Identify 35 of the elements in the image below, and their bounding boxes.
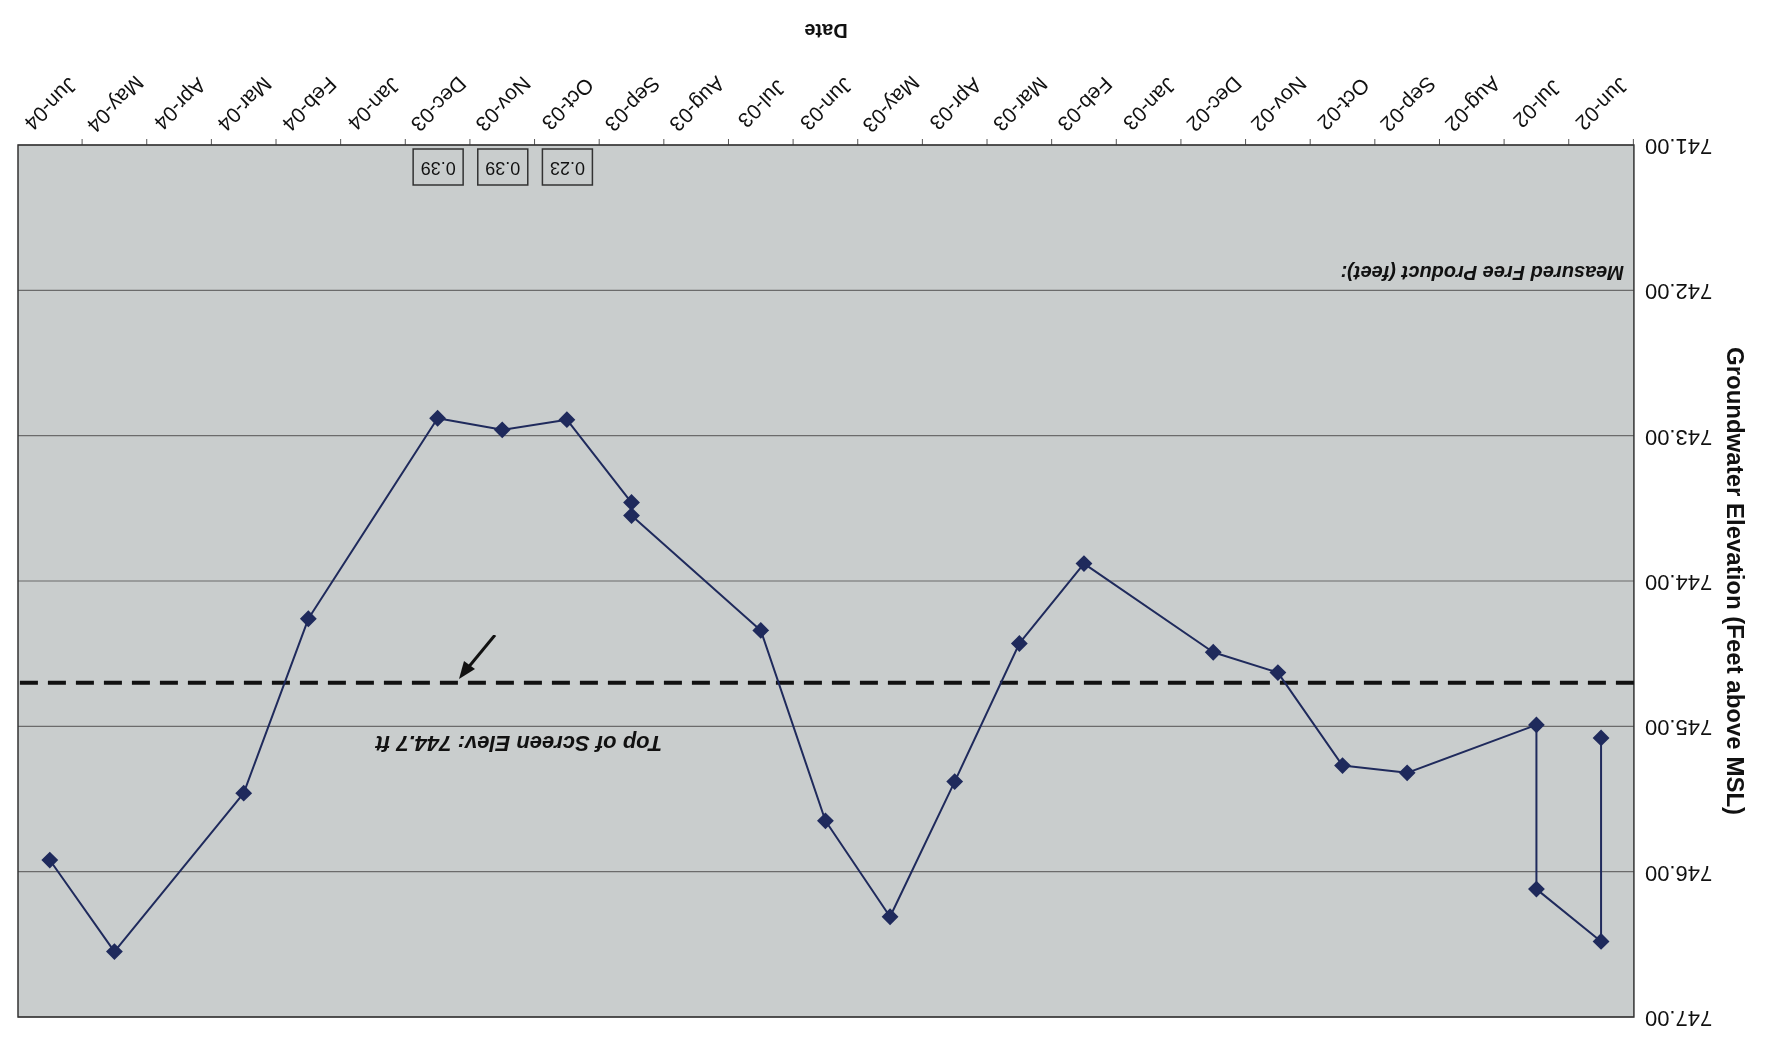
point [106,943,123,960]
y-tick-label: 743.00 [1644,424,1713,450]
point [1269,664,1286,681]
point [1011,635,1028,652]
point [494,421,511,438]
point [623,494,640,511]
point [41,852,58,869]
point [235,785,252,802]
point [429,410,446,427]
point [1334,757,1351,774]
point [623,507,640,524]
point [946,773,963,790]
point [1528,881,1545,898]
y-tick-label: 745.00 [1644,715,1713,741]
annotation: 0.39 [485,158,521,179]
point [752,622,769,639]
point [882,908,899,925]
annotation: 0.39 [420,158,456,179]
y-axis-title: Groundwater Elevation (Feet above MSL) [1721,346,1749,816]
point [1528,716,1545,733]
ref-line-label: Top of Screen Elev: 744.7 ft [375,729,663,756]
point [817,812,834,829]
point [558,411,575,428]
point [1593,933,1610,950]
y-tick-label: 744.00 [1644,569,1713,595]
y-tick-label: 741.00 [1644,133,1713,159]
point [1399,764,1416,781]
annotation: Measured Free Product (feet): [1340,261,1624,284]
y-tick-label: 746.00 [1644,860,1713,886]
annotation: 0.23 [549,158,585,179]
point [1593,729,1610,746]
point [1205,644,1222,661]
x-axis-title: Date [804,20,848,43]
y-tick-label: 747.00 [1644,1005,1713,1031]
y-tick-label: 742.00 [1644,279,1713,305]
